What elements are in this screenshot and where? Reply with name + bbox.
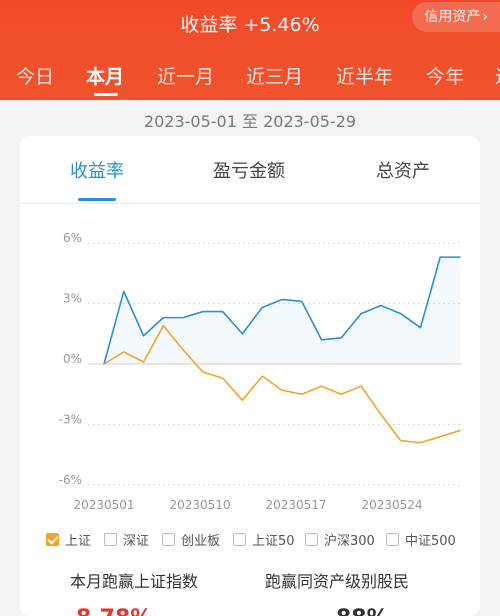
y-tick-label: 3%	[63, 292, 82, 306]
tab-last-1-month[interactable]: 近一月	[157, 66, 215, 88]
legend-label: 沪深300	[324, 534, 375, 549]
legend-label: 中证500	[405, 534, 456, 549]
x-tick-label: 20230510	[169, 498, 230, 512]
tab-last-6-months[interactable]: 近半年	[336, 66, 394, 88]
tab-today[interactable]: 今日	[16, 66, 55, 88]
active-tab-indicator	[94, 93, 118, 96]
credit-assets-button[interactable]: 信用资产 ›	[412, 2, 500, 32]
header-bar: 收益率 +5.46% 信用资产› 今日 本月 近一月 近三月 近半年 今年 近	[0, 0, 500, 100]
beat-index-label: 本月跑赢上证指数	[70, 572, 199, 591]
index-legend: 上证 深证 创业板 上证50 沪深300 中证500	[46, 530, 486, 550]
checkbox-icon	[46, 533, 59, 546]
y-tick-label: -3%	[59, 413, 82, 427]
chevron-right-icon: ›	[482, 9, 488, 25]
subtab-profit-loss[interactable]: 盈亏金额	[213, 161, 285, 182]
subtab-return-rate[interactable]: 收益率	[70, 161, 124, 182]
page-title: 收益率 +5.46%	[180, 14, 320, 36]
subtab-total-assets[interactable]: 总资产	[376, 161, 430, 182]
x-tick-label: 20230501	[73, 498, 134, 512]
y-tick-label: -6%	[59, 473, 82, 487]
tab-this-year[interactable]: 今年	[426, 66, 465, 88]
beat-index-value: 8.78%	[76, 606, 152, 616]
x-tick-label: 20230524	[361, 498, 422, 512]
legend-label: 上证	[65, 534, 92, 549]
tab-this-month[interactable]: 本月	[86, 66, 125, 88]
legend-label: 创业板	[181, 534, 221, 549]
x-tick-label: 20230517	[265, 498, 326, 512]
beat-peers-label: 跑赢同资产级别股民	[265, 572, 410, 591]
tab-more[interactable]: 近	[495, 62, 500, 89]
y-tick-label: 6%	[63, 231, 82, 245]
checkbox-icon	[386, 533, 399, 546]
y-tick-label: 0%	[63, 352, 82, 366]
checkbox-icon	[305, 533, 318, 546]
series-line-shanghai	[103, 324, 461, 444]
period-tabs: 今日 本月 近一月 近三月 近半年 今年 近	[0, 62, 500, 98]
legend-label: 深证	[123, 534, 150, 549]
returns-card: 收益率 盈亏金额 总资产 6% 3% 0% -3% -6% 20230501 2023051…	[20, 136, 480, 616]
credit-assets-label: 信用资产	[424, 9, 481, 25]
checkbox-icon	[233, 533, 246, 546]
legend-label: 上证50	[252, 534, 295, 549]
beat-peers-value: 88%	[336, 606, 389, 616]
series-area	[104, 257, 460, 364]
legend-item-shenzhen[interactable]: 深证	[104, 530, 149, 549]
active-subtab-indicator	[78, 198, 116, 201]
date-range: 2023-05-01 至 2023-05-29	[143, 112, 357, 131]
legend-item-sse50[interactable]: 上证50	[233, 530, 295, 549]
legend-item-shanghai[interactable]: 上证	[46, 530, 91, 549]
legend-item-csi300[interactable]: 沪深300	[305, 530, 375, 549]
series-line-account	[103, 256, 461, 365]
legend-item-csi500[interactable]: 中证500	[386, 530, 456, 549]
legend-item-chinext[interactable]: 创业板	[162, 530, 220, 549]
metric-tabs: 收益率 盈亏金额 总资产	[20, 136, 480, 204]
checkbox-icon	[104, 533, 117, 546]
checkbox-icon	[162, 533, 175, 546]
tab-last-3-months[interactable]: 近三月	[246, 66, 304, 88]
return-rate-chart: 6% 3% 0% -3% -6% 20230501 20230510 20230517 2023…	[59, 231, 462, 512]
